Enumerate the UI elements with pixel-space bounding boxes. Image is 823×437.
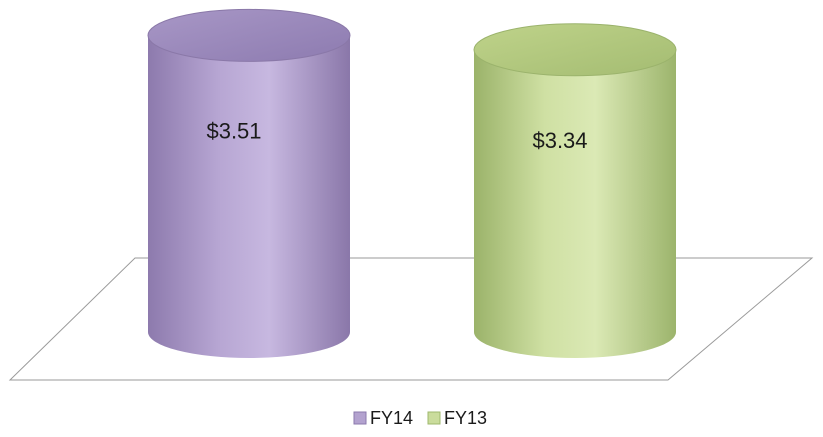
legend-item-fy14: FY14 bbox=[353, 408, 413, 428]
floor-plane bbox=[8, 257, 814, 381]
bars bbox=[147, 8, 677, 358]
data-labels: $3.51 $3.34 bbox=[206, 118, 587, 153]
data-label-fy14: $3.51 bbox=[206, 118, 261, 143]
legend-label-fy14: FY14 bbox=[370, 408, 413, 428]
legend-label-fy13: FY13 bbox=[444, 408, 487, 428]
bar-fy13 bbox=[473, 23, 677, 358]
bar-top-fy14 bbox=[147, 8, 351, 62]
data-label-fy13: $3.34 bbox=[532, 128, 587, 153]
legend-item-fy13: FY13 bbox=[427, 408, 487, 428]
bar-body-fy13 bbox=[474, 49, 676, 358]
bar-body-fy14 bbox=[148, 35, 350, 358]
legend: FY14 FY13 bbox=[353, 408, 487, 428]
legend-swatch-fy13 bbox=[427, 411, 441, 425]
bar-top-fy13 bbox=[473, 23, 677, 77]
legend-swatch-fy14 bbox=[353, 411, 367, 425]
bar-fy14 bbox=[147, 8, 351, 358]
